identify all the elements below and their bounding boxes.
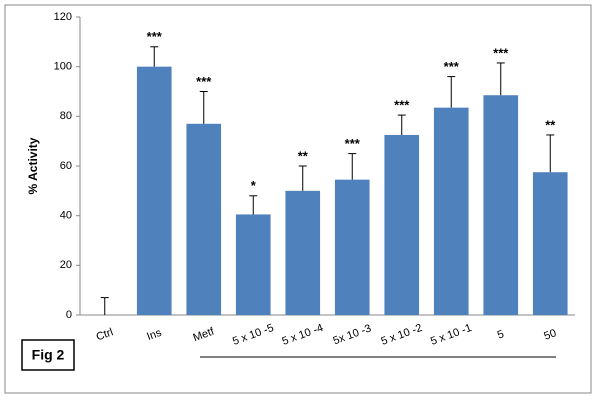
y-tick-label: 40 xyxy=(60,210,72,222)
y-tick-label: 120 xyxy=(54,11,72,23)
figure-label-box xyxy=(21,339,75,371)
y-axis-label: % Activity xyxy=(26,137,40,194)
significance-label: *** xyxy=(147,29,163,44)
y-tick-label: 100 xyxy=(54,61,72,73)
bar xyxy=(136,66,172,316)
significance-label: *** xyxy=(493,45,509,60)
y-tick-label: 0 xyxy=(66,309,72,321)
x-tick-label: 5 xyxy=(496,328,506,341)
bar xyxy=(532,172,568,315)
significance-label: *** xyxy=(394,98,410,113)
bar xyxy=(285,190,321,315)
bar xyxy=(334,179,370,315)
bar xyxy=(384,134,420,315)
bar xyxy=(186,123,222,316)
significance-label: *** xyxy=(196,74,212,89)
x-tick-label: Ins xyxy=(145,327,163,343)
significance-label: *** xyxy=(444,59,460,74)
y-tick-label: 80 xyxy=(60,110,72,122)
significance-label: * xyxy=(251,178,257,193)
bar xyxy=(483,95,519,315)
figure-label: Fig 2 xyxy=(32,347,65,363)
y-tick-label: 60 xyxy=(60,160,72,172)
significance-label: *** xyxy=(345,136,361,151)
bar xyxy=(433,107,469,316)
x-tick-label: 50 xyxy=(542,327,558,342)
significance-label: ** xyxy=(298,148,309,163)
bar xyxy=(235,214,271,315)
x-tick-label: Ctrl xyxy=(95,326,115,343)
y-tick-label: 20 xyxy=(60,259,72,271)
significance-label: ** xyxy=(545,117,556,132)
